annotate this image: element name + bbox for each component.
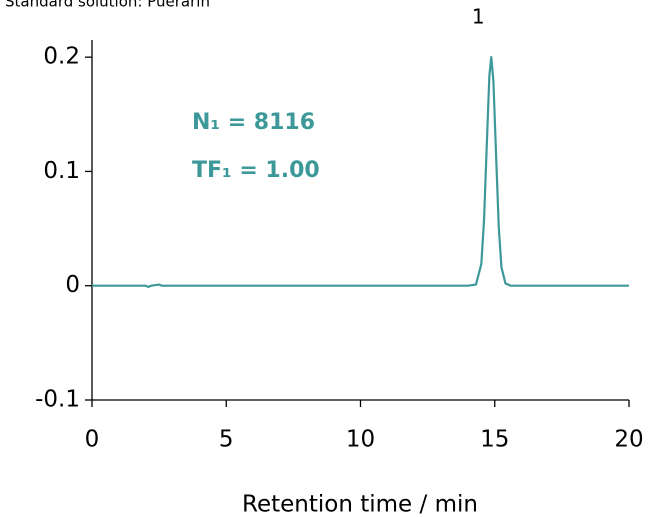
chart-title: Standard solution: Puerarin — [5, 0, 210, 11]
x-tick-label: 20 — [614, 427, 643, 453]
peak-label: 1 — [472, 5, 485, 29]
annotation: N₁ = 8116 — [192, 110, 315, 135]
y-tick-label: 0.2 — [43, 44, 80, 70]
line-series — [92, 56, 629, 288]
x-tick-label: 0 — [85, 427, 100, 453]
x-axis-label: Retention time / min — [242, 492, 478, 517]
x-tick-label: 10 — [346, 427, 375, 453]
x-tick-label: 5 — [219, 427, 234, 453]
y-tick-label: 0 — [65, 272, 80, 298]
annotation: TF₁ = 1.00 — [192, 158, 320, 183]
y-tick-label: 0.1 — [43, 158, 80, 184]
y-tick-label: -0.1 — [35, 387, 80, 413]
x-tick-label: 15 — [480, 427, 509, 453]
